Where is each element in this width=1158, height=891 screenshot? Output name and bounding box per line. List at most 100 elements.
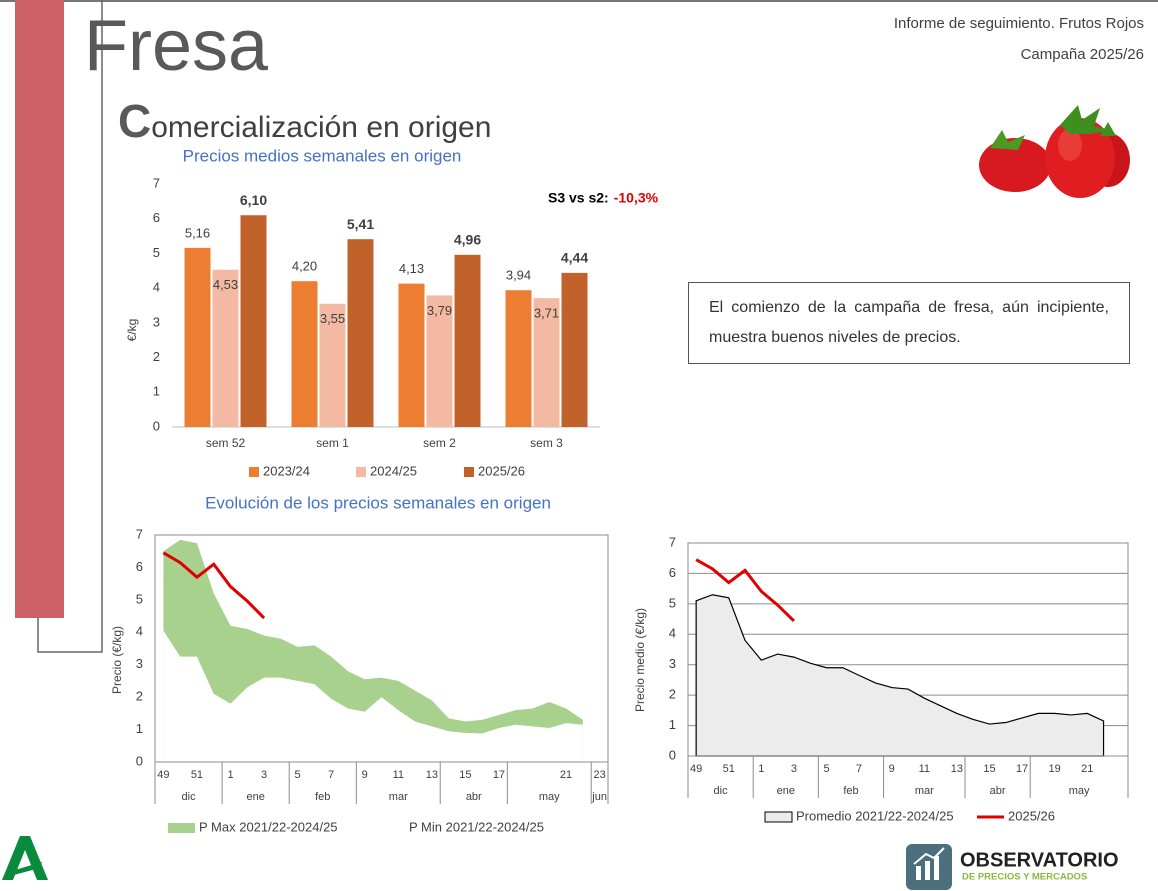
x-tick-label: 23 [593, 769, 605, 781]
x-tick-label: 15 [983, 763, 995, 775]
x-tick-label: 1 [758, 763, 764, 775]
y-tick-label: 1 [136, 721, 143, 736]
month-label: mar [389, 791, 408, 803]
legend-swatch [764, 811, 793, 823]
commentary: El comienzo de la campaña de fresa, aún … [688, 282, 1130, 364]
x-tick-label: 19 [1049, 763, 1061, 775]
value-label: 3,55 [320, 311, 345, 326]
plot-frame [154, 534, 609, 763]
value-label: 3,71 [534, 306, 559, 321]
value-label: 4,20 [292, 259, 317, 274]
y-tick-label: 5 [136, 591, 143, 606]
x-tick-label: 3 [791, 763, 797, 775]
x-tick-label: 7 [856, 763, 862, 775]
legend-swatch [249, 467, 259, 477]
plot-frame [687, 542, 1129, 757]
bar [184, 247, 211, 427]
section-title: Comercialización en origen [118, 95, 492, 147]
x-tick-label: 13 [426, 769, 438, 781]
bar [561, 272, 588, 427]
month-label: abr [466, 791, 482, 803]
y-tick-label: 1 [153, 384, 160, 399]
value-label: 3,79 [427, 303, 452, 318]
chart-title: Evolución de los precios semanales en or… [205, 493, 551, 512]
y-tick-label: 0 [136, 753, 143, 768]
y-tick-label: 3 [669, 656, 676, 671]
line [162, 551, 266, 620]
x-tick-label: 5 [295, 769, 301, 781]
area [163, 630, 583, 762]
product-title: Fresa [84, 6, 269, 86]
legend-swatch [378, 823, 405, 833]
chart-title: Precios medios semanales en origen [183, 146, 462, 165]
x-tick-label: 17 [1016, 763, 1028, 775]
bar [347, 239, 374, 427]
y-axis-label: Precio medio (€/kg) [633, 608, 647, 712]
report-name: Informe de seguimiento. Frutos Rojos [893, 15, 1144, 32]
x-tick-label: 51 [191, 769, 203, 781]
junta-logo [2, 836, 48, 880]
legend-label: 2024/25 [370, 463, 417, 478]
value-label: 4,53 [213, 277, 238, 292]
bar [291, 281, 318, 427]
x-tick-label: 11 [393, 769, 404, 781]
value-label: 6,10 [240, 192, 267, 208]
x-tick-label: 7 [328, 769, 334, 781]
legend-label: 2023/24 [263, 463, 310, 478]
bar [212, 269, 239, 427]
bar [533, 298, 560, 427]
accent-bar [15, 0, 64, 618]
y-tick-label: 4 [669, 626, 676, 641]
y-tick-label: 7 [136, 526, 143, 541]
value-label: 5,41 [347, 216, 374, 232]
y-tick-label: 4 [136, 624, 143, 639]
x-tick-label: 21 [1081, 763, 1093, 775]
x-tick-label: 49 [157, 769, 169, 781]
strawberry-image [938, 78, 1130, 226]
x-tick-label: sem 1 [316, 436, 349, 450]
y-tick-label: 6 [136, 559, 143, 574]
x-tick-label: 1 [227, 769, 233, 781]
legend-swatch [464, 467, 474, 477]
bar [505, 290, 532, 427]
month-label: ene [246, 791, 264, 803]
value-label: 4,44 [561, 250, 588, 266]
line [695, 558, 795, 622]
x-tick-label: 13 [951, 763, 963, 775]
legend-label: Promedio 2021/22-2024/25 [796, 808, 954, 823]
month-label: feb [315, 791, 330, 803]
y-tick-label: 7 [669, 534, 676, 549]
logo-title: OBSERVATORIO [960, 849, 1119, 871]
x-tick-label: 21 [560, 769, 572, 781]
y-tick-label: 1 [669, 717, 676, 732]
value-label: 3,94 [506, 268, 531, 283]
value-label: 4,96 [454, 232, 481, 248]
month-label: ene [777, 785, 795, 797]
y-tick-label: 5 [669, 595, 676, 610]
month-label: jun [591, 791, 607, 803]
annotation-change: -10,3% [614, 190, 659, 206]
y-tick-label: 5 [153, 245, 160, 260]
bar [454, 254, 481, 427]
y-tick-label: 7 [153, 175, 160, 190]
y-axis-label: €/kg [125, 319, 139, 342]
legend-label: 2025/26 [1008, 808, 1055, 823]
month-label: abr [990, 785, 1006, 797]
legend-label: P Max 2021/22-2024/25 [199, 819, 338, 834]
annotation: S3 vs s2: [548, 190, 609, 206]
y-tick-label: 0 [669, 747, 676, 762]
bar [319, 303, 346, 427]
y-tick-label: 4 [153, 280, 160, 295]
y-tick-label: 6 [153, 210, 160, 225]
x-tick-label: 49 [690, 763, 702, 775]
month-label: dic [714, 785, 729, 797]
legend-swatch [356, 467, 366, 477]
x-tick-label: 11 [919, 763, 930, 775]
legend-label: 2025/26 [478, 463, 525, 478]
y-axis-label: Precio (€/kg) [110, 626, 124, 694]
y-tick-label: 3 [136, 656, 143, 671]
x-tick-label: 5 [823, 763, 829, 775]
value-label: 5,16 [185, 225, 210, 240]
